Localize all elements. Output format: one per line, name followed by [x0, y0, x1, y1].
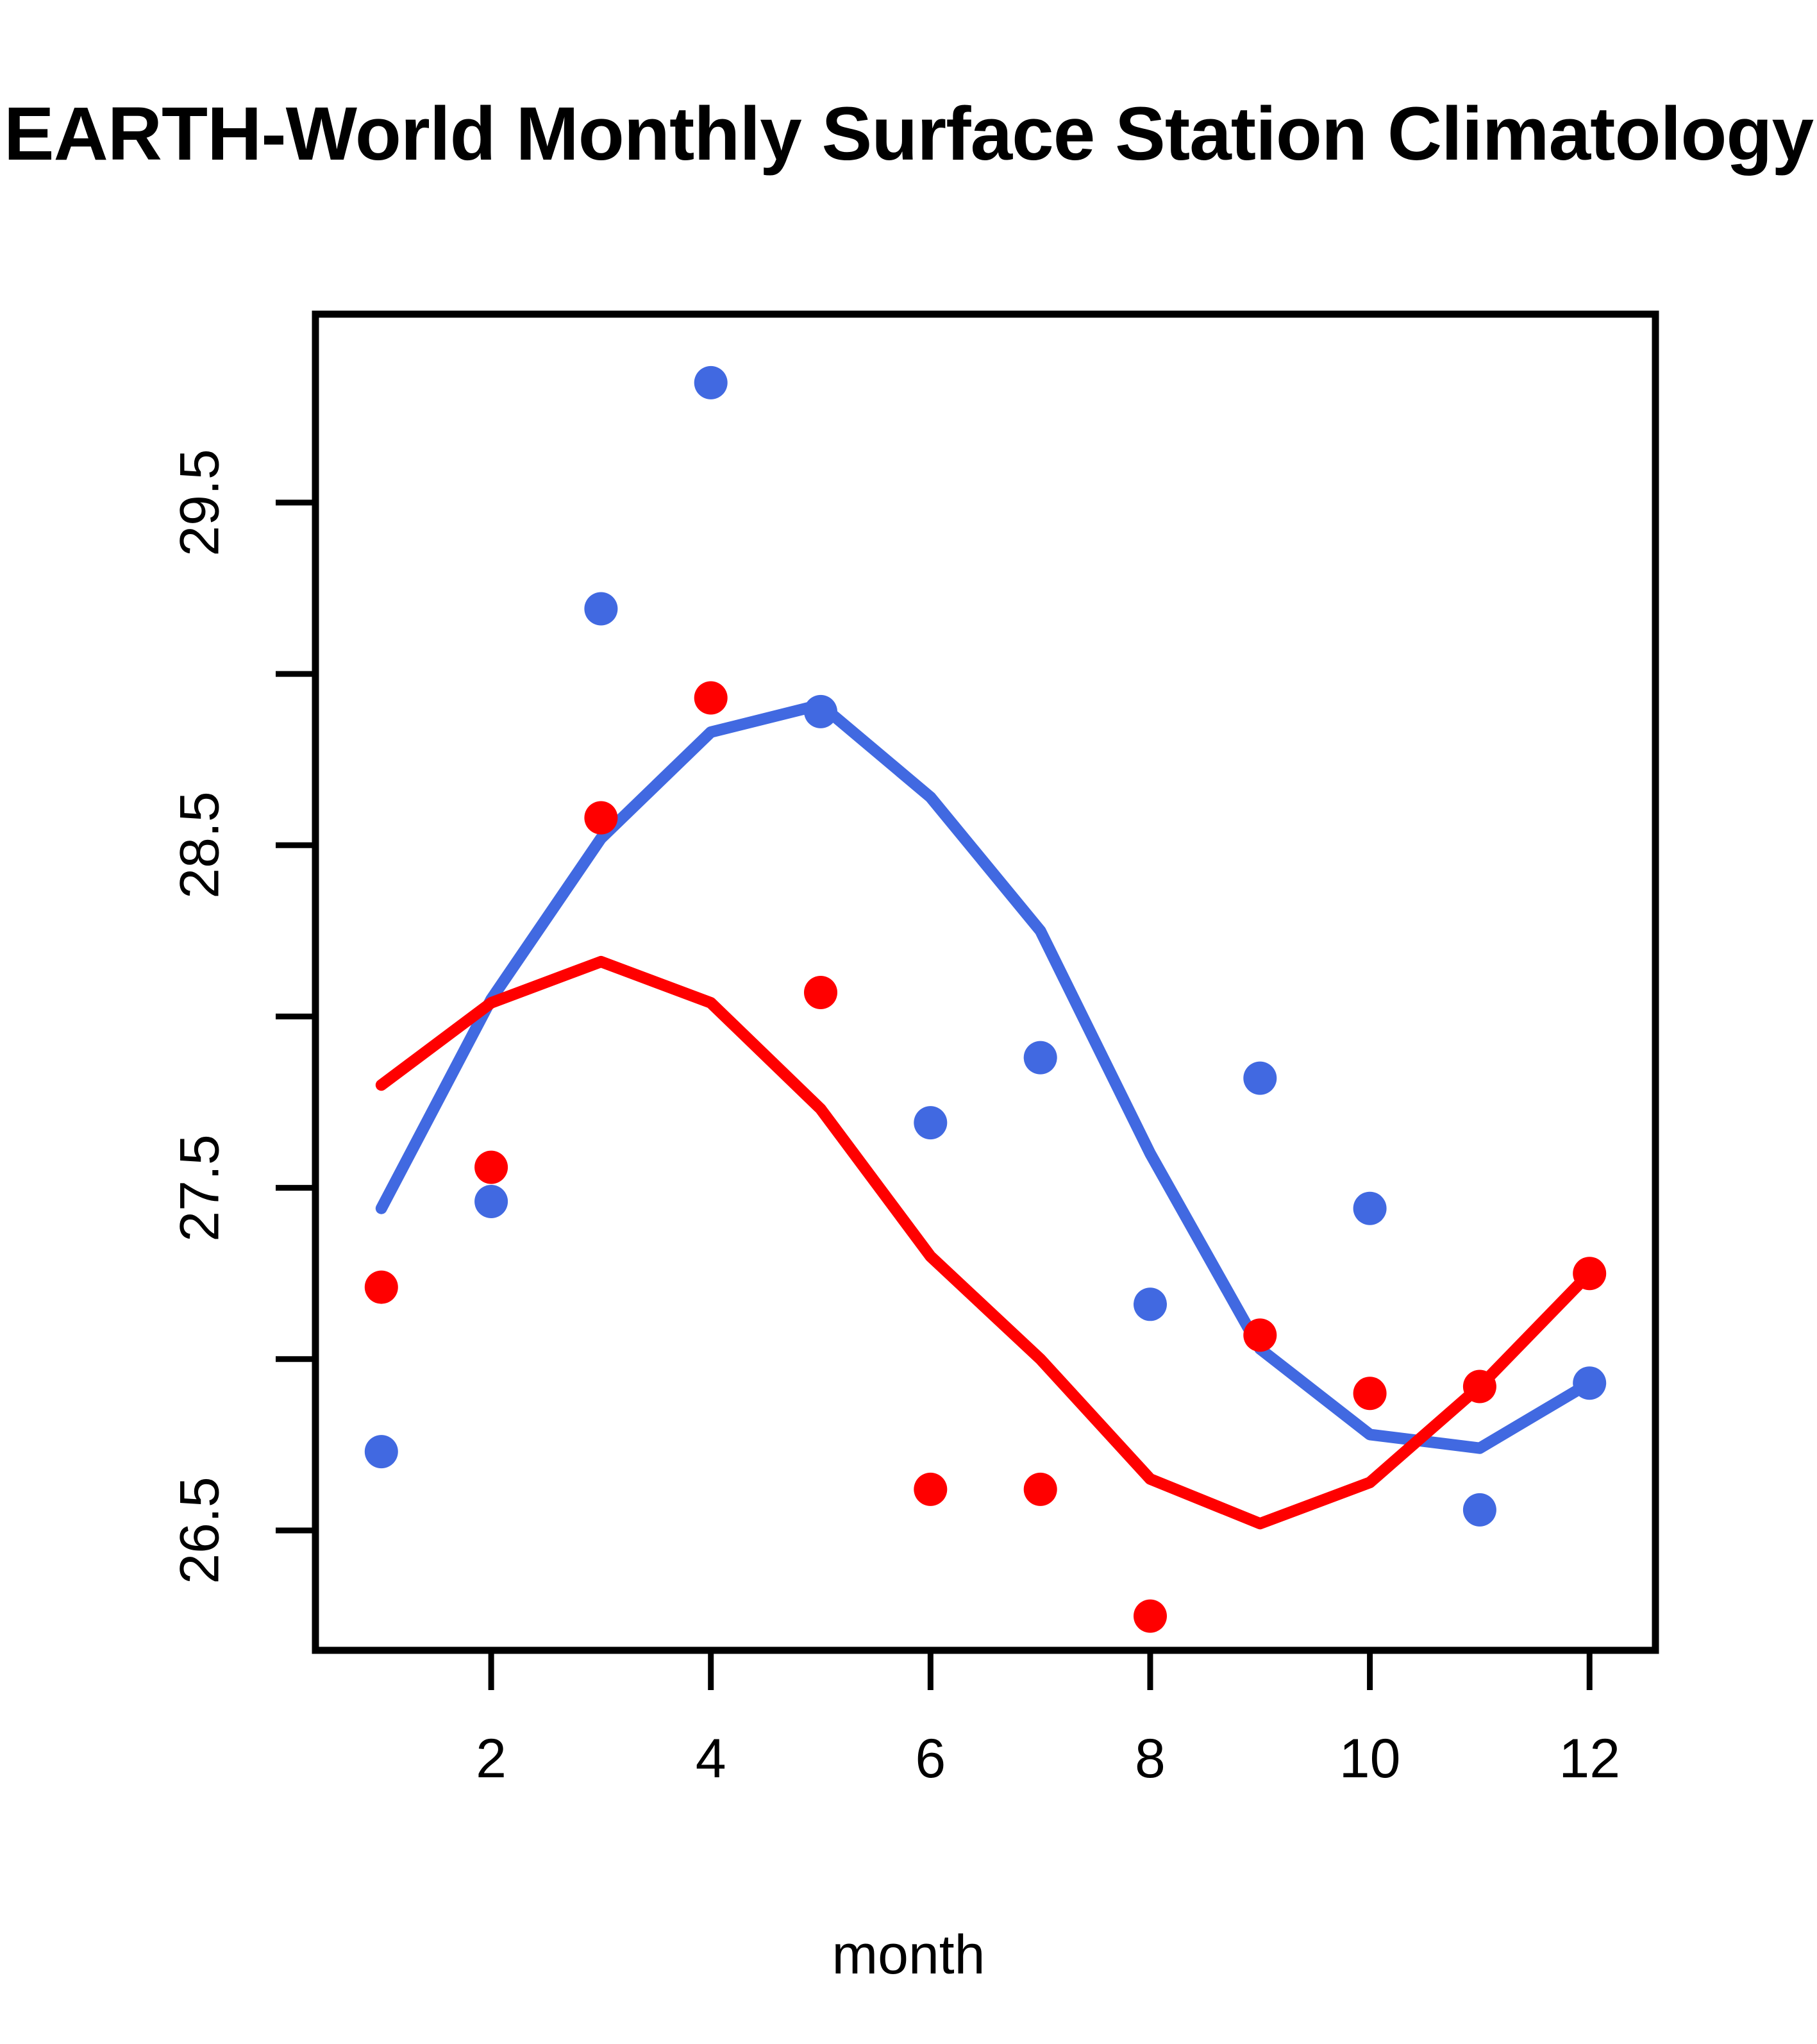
- data-point-blue-points: [364, 1435, 398, 1469]
- data-point-blue-points: [1462, 1493, 1496, 1527]
- series-points: [364, 365, 1607, 1633]
- x-tick-label: 10: [1339, 1728, 1401, 1789]
- y-tick-label: 27.5: [169, 1134, 231, 1242]
- data-point-red-points: [1023, 1472, 1057, 1506]
- data-point-blue-points: [1134, 1287, 1167, 1321]
- x-tick-label: 4: [695, 1728, 726, 1789]
- plot-box: [312, 310, 1659, 1654]
- data-point-blue-points: [1353, 1191, 1387, 1225]
- data-point-red-points: [914, 1472, 948, 1506]
- data-point-blue-points: [1023, 1041, 1057, 1075]
- x-tick-label: 6: [915, 1728, 946, 1789]
- data-point-red-points: [1134, 1599, 1167, 1633]
- data-point-red-points: [1243, 1318, 1277, 1352]
- data-point-red-points: [1462, 1370, 1496, 1403]
- x-tick-label: 2: [476, 1728, 507, 1789]
- data-point-blue-points: [694, 365, 728, 399]
- y-tick-label: 29.5: [169, 449, 231, 557]
- data-point-blue-points: [804, 694, 837, 728]
- data-point-red-points: [804, 976, 837, 1009]
- data-point-red-points: [364, 1270, 398, 1304]
- data-point-blue-points: [1243, 1061, 1277, 1095]
- data-point-blue-points: [474, 1185, 508, 1218]
- data-point-blue-points: [1573, 1366, 1607, 1400]
- x-axis-label: month: [832, 1924, 985, 1986]
- y-tick-label: 26.5: [169, 1477, 231, 1584]
- series-lines: [375, 699, 1596, 1530]
- data-point-red-points: [584, 801, 618, 835]
- data-point-red-points: [474, 1150, 508, 1184]
- line-red-line: [375, 955, 1596, 1530]
- y-tick-label: 28.5: [169, 791, 231, 899]
- data-point-red-points: [1353, 1377, 1387, 1411]
- x-tick-label: 8: [1135, 1728, 1166, 1789]
- data-point-red-points: [1573, 1257, 1607, 1291]
- data-point-blue-points: [914, 1106, 948, 1140]
- plot-border: [312, 310, 1659, 1654]
- x-tick-label: 12: [1559, 1728, 1621, 1789]
- axis-ticks: [276, 499, 1593, 1690]
- data-point-red-points: [694, 681, 728, 715]
- data-point-blue-points: [584, 592, 618, 626]
- page-title: EARTH-World Monthly Surface Station Clim…: [3, 92, 1814, 176]
- line-blue-line: [375, 699, 1596, 1454]
